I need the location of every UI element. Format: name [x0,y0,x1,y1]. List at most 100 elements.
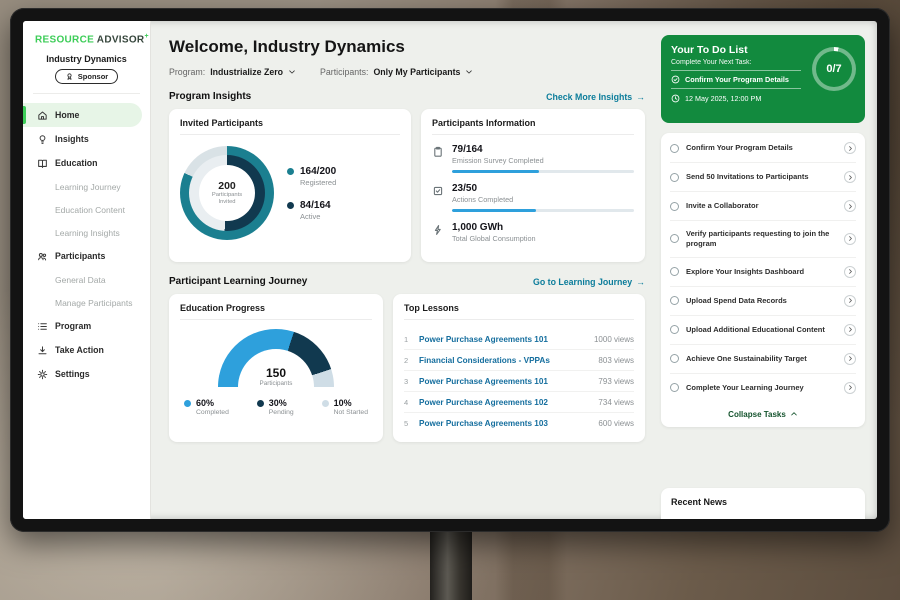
chevron-down-icon [289,70,295,74]
lesson-link[interactable]: Power Purchase Agreements 103 [419,418,548,428]
not-started-label: Not Started [333,409,368,416]
sidebar-item-learning-insights[interactable]: Learning Insights [23,221,150,244]
task-checkbox[interactable] [670,143,679,153]
education-progress-legend: 60% Completed 30% Pending [180,387,372,418]
task-open-button[interactable] [844,200,856,212]
invited-legend: 164/200 Registered 84/164 Active [287,166,336,221]
sidebar-item-home[interactable]: Home [23,103,142,128]
task-open-button[interactable] [844,142,856,154]
emission-survey-progress-track [452,170,634,173]
invited-participants-card: Invited Participants 200 Participants In… [169,109,411,262]
collapse-tasks-button[interactable]: Collapse Tasks [670,402,856,424]
todo-task-list-card: Confirm Your Program Details Send 50 Inv… [661,133,865,427]
checklist-icon [433,186,443,196]
chevron-right-icon [848,298,852,303]
legend-item-pending: 30% Pending [256,398,294,416]
task-label: Invite a Collaborator [686,201,759,211]
invited-center-value: 200 [218,179,236,192]
check-more-insights-link[interactable]: Check More Insights → [546,92,645,102]
pending-pct: 30% [268,398,287,408]
todo-progress-value: 0/7 [816,51,852,87]
active-label: Active [300,211,321,221]
lesson-link[interactable]: Financial Considerations - VPPAs [419,355,550,365]
task-open-button[interactable] [844,323,856,336]
task-open-button[interactable] [844,171,856,183]
lesson-views: 1000 views [593,334,634,344]
sponsor-badge: Sponsor [54,69,119,85]
sidebar-item-learning-journey[interactable]: Learning Journey [23,175,150,198]
lesson-row: 1 Power Purchase Agreements 101 1000 vie… [404,329,634,350]
pending-dot [256,400,264,407]
invited-center-label: Participants Invited [211,191,243,205]
participants-filter-dropdown[interactable]: Participants: Only My Participants [320,67,473,77]
org-name: Industry Dynamics [46,54,127,65]
chevron-right-icon [848,327,852,332]
metric-actions-completed: 23/50 Actions Completed [432,183,634,212]
chevron-up-icon [791,412,797,416]
todo-due-label: 12 May 2025, 12:00 PM [685,94,762,103]
sidebar-item-program[interactable]: Program [23,314,150,338]
task-checkbox[interactable] [670,267,679,276]
sidebar-item-education[interactable]: Education [23,151,150,175]
todo-next-task-label: Confirm Your Program Details [685,75,789,84]
book-icon [38,159,47,168]
todo-progress-ring: 0/7 [812,47,856,91]
recent-news-title: Recent News [671,497,728,507]
task-open-button[interactable] [844,232,856,245]
task-row-upload-spend-data[interactable]: Upload Spend Data Records [670,287,856,316]
go-to-learning-journey-link[interactable]: Go to Learning Journey → [533,277,645,287]
sidebar-item-label: General Data [55,274,106,285]
task-open-button[interactable] [844,265,856,278]
task-row-achieve-target[interactable]: Achieve One Sustainability Target [670,345,856,374]
sidebar-item-label: Manage Participants [55,297,133,308]
global-consumption-label: Total Global Consumption [452,234,536,243]
progress-fill-1 [452,209,536,212]
task-open-button[interactable] [844,294,856,307]
sidebar-item-participants[interactable]: Participants [23,244,150,268]
sidebar-item-label: Program [55,321,92,332]
task-checkbox[interactable] [670,354,679,363]
task-label: Upload Additional Educational Content [686,324,825,334]
task-row-invite-collaborator[interactable]: Invite a Collaborator [670,192,856,221]
task-row-send-invitations[interactable]: Send 50 Invitations to Participants [670,163,856,192]
logo-plus: + [144,33,149,40]
participants-information-card: Participants Information 79/164 Emission… [421,109,645,262]
sidebar-item-manage-participants[interactable]: Manage Participants [23,291,150,314]
task-row-verify-participants[interactable]: Verify participants requesting to join t… [670,221,856,258]
active-value: 84/164 [300,199,331,211]
sidebar-item-insights[interactable]: Insights [23,127,150,151]
home-icon [38,111,47,120]
task-row-upload-educational-content[interactable]: Upload Additional Educational Content [670,316,856,345]
task-row-confirm-program[interactable]: Confirm Your Program Details [670,134,856,163]
sidebar-item-general-data[interactable]: General Data [23,268,150,291]
sidebar-item-take-action[interactable]: Take Action [23,338,150,362]
task-checkbox[interactable] [670,296,679,305]
lesson-link[interactable]: Power Purchase Agreements 102 [419,397,548,407]
monitor-bezel: RESOURCE ADVISOR+ Industry Dynamics Spon… [10,8,890,532]
sidebar-item-settings[interactable]: Settings [23,362,150,386]
lesson-link[interactable]: Power Purchase Agreements 101 [419,334,548,344]
section-title-learning-journey: Participant Learning Journey [169,276,308,287]
energy-bolt-icon [434,225,441,235]
task-checkbox[interactable] [670,383,679,392]
program-filter-dropdown[interactable]: Program: Industrialize Zero [169,67,296,77]
chevron-right-icon [848,203,852,209]
chevron-right-icon [848,356,852,361]
task-open-button[interactable] [844,352,856,365]
task-checkbox[interactable] [670,234,679,244]
task-checkbox[interactable] [670,172,679,182]
todo-next-task[interactable]: Confirm Your Program Details [671,70,801,89]
education-progress-card: Education Progress 150 Participants [169,294,383,442]
task-checkbox[interactable] [670,325,679,334]
task-checkbox[interactable] [670,201,679,211]
todo-summary-card: Your To Do List Complete Your Next Task:… [661,35,865,123]
task-row-explore-insights[interactable]: Explore Your Insights Dashboard [670,258,856,287]
check-more-insights-label: Check More Insights [546,91,633,102]
task-open-button[interactable] [844,381,856,394]
lesson-link[interactable]: Power Purchase Agreements 101 [419,376,548,386]
metric-global-consumption: 1,000 GWh Total Global Consumption [432,222,634,243]
arrow-right-icon: → [636,91,645,102]
sidebar-item-education-content[interactable]: Education Content [23,198,150,221]
active-dot [287,201,294,209]
task-row-complete-learning-journey[interactable]: Complete Your Learning Journey [670,374,856,402]
